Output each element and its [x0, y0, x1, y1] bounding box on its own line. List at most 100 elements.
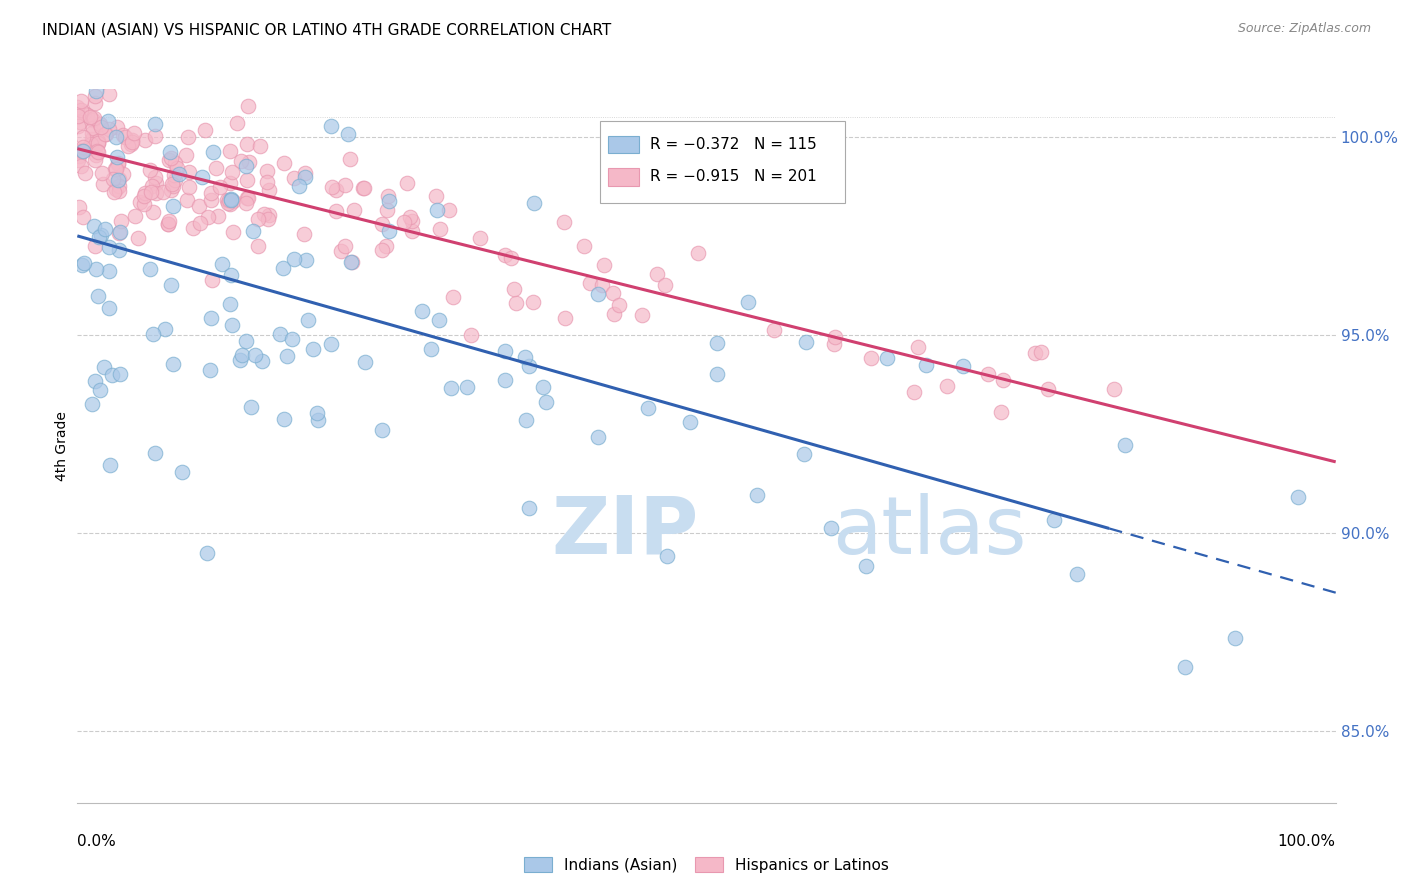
Point — [679, 415, 702, 429]
Point — [84, 95, 107, 110]
Point — [69, 115, 91, 129]
Point — [162, 199, 184, 213]
Point — [1024, 345, 1046, 359]
Text: Source: ZipAtlas.com: Source: ZipAtlas.com — [1237, 22, 1371, 36]
Point — [101, 172, 124, 186]
Point — [523, 196, 546, 211]
Point — [517, 359, 540, 373]
Point — [593, 259, 616, 273]
Point — [1223, 631, 1246, 645]
Point — [90, 165, 112, 179]
Point — [907, 340, 929, 354]
Point — [222, 225, 245, 239]
Point — [107, 155, 129, 169]
Point — [217, 195, 239, 210]
Point — [177, 165, 200, 179]
Point — [340, 255, 363, 269]
Point — [375, 202, 398, 217]
Point — [97, 301, 120, 315]
Point — [141, 179, 163, 194]
Point — [494, 373, 516, 387]
Point — [84, 84, 107, 98]
Point — [194, 123, 217, 137]
Point — [114, 129, 136, 144]
Point — [637, 401, 659, 415]
Point — [271, 260, 294, 275]
Point — [377, 188, 399, 202]
Point — [352, 181, 374, 195]
Point — [339, 152, 361, 166]
Point — [97, 264, 120, 278]
Point — [162, 357, 184, 371]
Point — [67, 148, 90, 162]
Point — [236, 99, 259, 113]
Point — [112, 168, 135, 182]
Point — [375, 239, 398, 253]
Point — [69, 103, 91, 117]
Point — [87, 136, 110, 150]
Point — [238, 191, 260, 205]
Point — [104, 162, 127, 177]
Point — [1036, 382, 1059, 396]
Point — [117, 139, 139, 153]
Point — [205, 161, 228, 176]
Point — [201, 145, 224, 159]
Point — [127, 230, 149, 244]
Point — [110, 214, 132, 228]
Point — [1066, 566, 1088, 581]
Point — [993, 373, 1015, 387]
Point — [121, 133, 143, 147]
Point — [343, 202, 366, 217]
Point — [159, 277, 181, 292]
Point — [86, 144, 108, 158]
Point — [219, 144, 242, 158]
Point — [460, 328, 482, 343]
Point — [160, 177, 183, 191]
Point — [107, 173, 129, 187]
Point — [176, 129, 198, 144]
Point — [307, 413, 329, 427]
Point — [70, 258, 93, 272]
FancyBboxPatch shape — [609, 136, 638, 153]
Point — [392, 215, 415, 229]
Point — [157, 153, 180, 167]
Point — [91, 177, 114, 191]
Point — [903, 385, 925, 400]
Point — [283, 252, 305, 267]
Point — [737, 294, 759, 309]
Point — [70, 94, 93, 108]
Point — [145, 176, 167, 190]
Point — [138, 163, 160, 178]
Point — [98, 458, 121, 472]
Point — [79, 110, 101, 124]
Point — [90, 120, 112, 135]
Point — [236, 191, 259, 205]
Point — [211, 257, 233, 271]
Point — [399, 210, 422, 224]
Point — [108, 368, 131, 382]
Point — [208, 180, 231, 194]
Point — [371, 243, 394, 257]
Point — [181, 220, 204, 235]
Point — [256, 175, 278, 189]
Point — [319, 120, 342, 134]
Point — [167, 167, 190, 181]
Point — [207, 209, 229, 223]
Point — [157, 217, 180, 231]
Point — [143, 129, 166, 144]
Point — [66, 71, 89, 86]
Point — [134, 186, 156, 201]
Point — [706, 336, 728, 351]
Point — [97, 113, 120, 128]
Point — [139, 262, 162, 277]
Point — [163, 156, 186, 170]
FancyBboxPatch shape — [599, 121, 845, 203]
Point — [200, 362, 222, 376]
Point — [121, 136, 143, 150]
Point — [297, 312, 319, 326]
Point — [654, 277, 676, 292]
Point — [84, 147, 107, 161]
Point — [72, 145, 94, 159]
Point — [90, 227, 112, 242]
Point — [256, 164, 278, 178]
